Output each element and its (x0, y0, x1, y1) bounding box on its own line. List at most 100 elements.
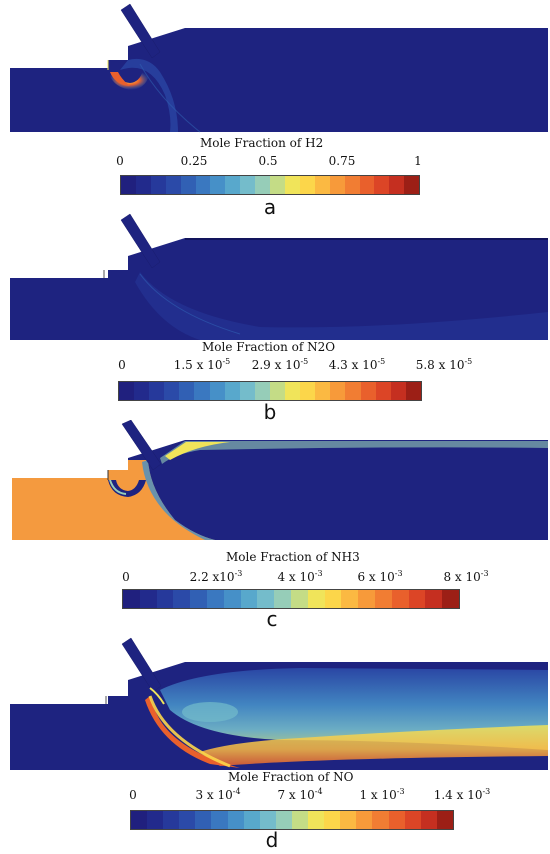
colorbar-swatch (356, 811, 373, 829)
colorbar-tick: 8 x 10-3 (443, 569, 489, 584)
colorbar-tick: 0 (129, 788, 137, 802)
colorbar-swatch (164, 382, 180, 400)
colorbar-swatch (123, 590, 140, 608)
colorbar-swatch (374, 590, 392, 608)
colorbar-title: Mole Fraction of H2 (200, 136, 324, 150)
shock-line (139, 63, 201, 133)
colorbar-tick: 2.2 x10-3 (189, 569, 243, 584)
colorbar-swatch (195, 176, 211, 194)
colorbar-swatch (340, 811, 357, 829)
colorbar-title: Mole Fraction of NO (228, 770, 354, 784)
panel-letter: d (265, 828, 279, 852)
colorbar-swatch (388, 811, 405, 829)
colorbar-swatch (390, 382, 406, 400)
colorbar-swatch (257, 590, 275, 608)
colorbar-swatch (209, 382, 225, 400)
wall-layer-hot (165, 442, 230, 460)
colorbar-swatch (163, 811, 180, 829)
colorbar-swatch (420, 811, 437, 829)
colorbar-swatch (224, 382, 240, 400)
colorbar-swatch (270, 176, 285, 194)
colorbar-swatch (179, 811, 196, 829)
colorbar-swatch (240, 590, 258, 608)
colorbar-swatch (139, 590, 157, 608)
domain-plot-h2 (10, 3, 548, 133)
colorbar-swatch (307, 590, 325, 608)
jet-core-hot (110, 72, 130, 86)
colorbar-swatch (180, 176, 196, 194)
colorbar-swatch (330, 382, 346, 400)
colorbar-swatch (341, 590, 359, 608)
wall-layer (160, 441, 548, 464)
colorbar-swatch (243, 811, 260, 829)
colorbar-swatch (315, 382, 331, 400)
colorbar-swatch (255, 176, 271, 194)
colorbar-swatch (404, 811, 421, 829)
colorbar-tick: 7 x 10-4 (277, 787, 323, 802)
colorbar-swatch (375, 382, 391, 400)
nh3-upstream-region (12, 460, 215, 540)
diffusion-plume (135, 272, 548, 340)
colorbar-swatch (156, 590, 174, 608)
jet-hole (108, 480, 146, 497)
colorbar-swatch (374, 176, 390, 194)
colorbar (122, 589, 460, 609)
colorbar-swatch (291, 811, 309, 829)
panel-letter: c (266, 607, 278, 631)
colorbar-swatch (173, 590, 191, 608)
colorbar-tick: 0.25 (180, 154, 208, 168)
colorbar-swatch (134, 382, 150, 400)
colorbar-tick: 6 x 10-3 (357, 569, 403, 584)
colorbar-swatch (269, 382, 286, 400)
colorbar-swatch (389, 176, 405, 194)
colorbar-tick: 0.75 (328, 154, 356, 168)
colorbar-swatch (119, 382, 135, 400)
colorbar-swatch (135, 176, 151, 194)
colorbar-swatch (225, 176, 241, 194)
colorbar-swatch (284, 176, 300, 194)
injector-pipe (121, 637, 162, 693)
colorbar-swatch (275, 811, 292, 829)
colorbar-swatch (358, 590, 375, 608)
colorbar-tick: 4.3 x 10-5 (328, 357, 386, 372)
jet-core (108, 70, 150, 90)
colorbar-tick: 4 x 10-3 (277, 569, 323, 584)
colorbar-swatch (329, 176, 345, 194)
colorbar-swatch (436, 811, 453, 829)
colorbar-tick: 1.5 x 10-5 (173, 357, 231, 372)
colorbar (118, 381, 422, 401)
flow-domain (10, 28, 548, 132)
shock-line (139, 273, 241, 335)
colorbar-swatch (239, 382, 255, 400)
colorbar-tick: 3 x 10-4 (195, 787, 241, 802)
colorbar-swatch (285, 382, 301, 400)
colorbar-swatch (274, 590, 291, 608)
colorbar-title: Mole Fraction of NH3 (226, 550, 360, 564)
colorbar-swatch (408, 590, 426, 608)
colorbar-tick: 1 (414, 154, 422, 168)
colorbar-swatch (442, 590, 459, 608)
colorbar-swatch (425, 590, 443, 608)
domain-plot-no (10, 637, 548, 770)
colorbar-tick: 5.8 x 10-5 (415, 357, 473, 372)
colorbar-swatch (150, 176, 166, 194)
panel-b: Mole Fraction of N2O 0 1.5 x 10-5 2.9 x … (0, 212, 550, 427)
colorbar-swatch (210, 176, 226, 194)
no-lower-band (200, 725, 548, 766)
colorbar-tick: 0.5 (258, 154, 278, 168)
domain-plot-nh3 (12, 420, 548, 540)
colorbar (130, 810, 454, 830)
colorbar-swatch (165, 176, 181, 194)
colorbar-swatch (179, 382, 195, 400)
colorbar-swatch (211, 811, 228, 829)
colorbar-tick: 1 x 10-3 (359, 787, 405, 802)
colorbar-swatch (324, 590, 342, 608)
colorbar-swatch (227, 811, 244, 829)
colorbar-swatch (372, 811, 389, 829)
colorbar-tick: 0 (116, 154, 124, 168)
colorbar-swatch (404, 176, 420, 194)
colorbar-tick: 1.4 x 10-3 (433, 787, 491, 802)
colorbar-swatch (359, 176, 375, 194)
panel-c: Mole Fraction of NH3 0 2.2 x10-3 4 x 10-… (0, 420, 550, 635)
colorbar-swatch (345, 382, 361, 400)
